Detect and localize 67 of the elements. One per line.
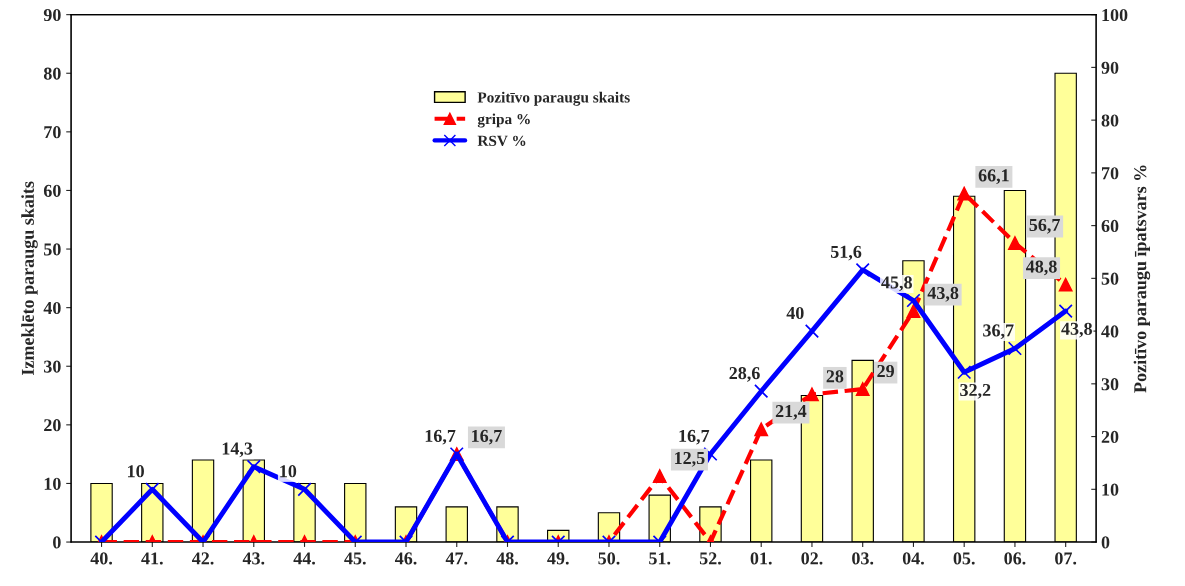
y-tick-label: 10 — [44, 477, 61, 490]
data-label: 32,2 — [960, 383, 991, 399]
y2-tick-label: 70 — [1102, 167, 1119, 180]
x-tick-label: 02. — [801, 552, 823, 565]
y2-tick-label: 60 — [1101, 219, 1119, 233]
data-label: 56,7 — [1029, 218, 1060, 234]
y-axis-title: Izmeklēto paraugu skaits — [21, 181, 38, 376]
y-tick-label: 80 — [43, 67, 61, 80]
x-tick-label: 44. — [293, 552, 316, 565]
x-tick-label: 41. — [141, 552, 163, 565]
x-tick-label: 04. — [902, 552, 924, 565]
data-label: 66,1 — [978, 169, 1009, 185]
x-tick-label: 52. — [699, 552, 721, 565]
y2-tick-label: 0 — [1101, 536, 1110, 549]
data-label: 21,4 — [775, 405, 807, 420]
data-label: 28 — [826, 370, 844, 383]
data-label: 16,7 — [679, 429, 710, 445]
x-tick-label: 50. — [598, 552, 620, 565]
data-label: 16,7 — [472, 429, 502, 445]
y-tick-label: 20 — [44, 419, 61, 432]
data-label: 48,8 — [1026, 260, 1057, 276]
x-tick-label: 43. — [242, 552, 265, 565]
y-tick-label: 50 — [44, 243, 61, 256]
y2-tick-label: 30 — [1101, 378, 1119, 391]
y2-tick-label: 80 — [1101, 114, 1119, 127]
data-label: 43,8 — [1061, 322, 1092, 338]
data-label: 28,6 — [729, 367, 760, 382]
y2-tick-label: 40 — [1101, 325, 1119, 338]
data-label: 45,8 — [881, 276, 912, 292]
data-label: 51,6 — [830, 245, 862, 261]
data-label: 43,8 — [927, 286, 959, 302]
y2-tick-label: 100 — [1102, 8, 1128, 22]
legend-label: Pozitīvo paraugu skaits — [477, 91, 630, 106]
x-tick-label: 42. — [192, 552, 214, 565]
x-tick-label: 05. — [953, 552, 975, 565]
x-tick-label: 46. — [394, 552, 417, 565]
y-tick-label: 90 — [43, 8, 61, 22]
data-label: 40 — [786, 306, 804, 320]
x-tick-label: 47. — [445, 552, 468, 565]
x-tick-label: 49. — [547, 552, 569, 565]
x-tick-label: 40. — [90, 552, 113, 565]
y-tick-label: 30 — [44, 360, 61, 373]
data-label: 10 — [280, 465, 297, 478]
y2-tick-label: 90 — [1101, 61, 1119, 74]
legend-label: gripa % — [477, 113, 530, 128]
y-tick-label: 70 — [44, 126, 61, 139]
data-label: 12,5 — [675, 451, 705, 467]
y-tick-label: 0 — [53, 536, 61, 549]
y2-tick-label: 50 — [1101, 272, 1119, 285]
x-tick-label: 48. — [496, 552, 518, 565]
y-tick-label: 60 — [43, 184, 61, 197]
x-tick-label: 07. — [1055, 552, 1077, 565]
x-tick-label: 01. — [750, 552, 772, 565]
y2-tick-label: 10 — [1102, 483, 1119, 496]
y2-axis-title: Pozitīvo paraugu īpatsvars % — [1133, 165, 1151, 393]
y-tick-label: 40 — [43, 301, 61, 315]
x-tick-label: 45. — [344, 552, 366, 565]
data-label: 16,7 — [425, 429, 456, 445]
data-label: 36,7 — [983, 324, 1014, 340]
data-label: 29 — [877, 364, 894, 378]
y2-tick-label: 20 — [1101, 430, 1119, 444]
data-label: 14,3 — [222, 442, 253, 458]
x-tick-label: 51. — [649, 552, 671, 565]
legend-label: RSV % — [477, 135, 526, 147]
x-tick-label: 06. — [1004, 552, 1026, 565]
x-tick-label: 03. — [852, 552, 874, 565]
data-label: 10 — [128, 465, 144, 478]
